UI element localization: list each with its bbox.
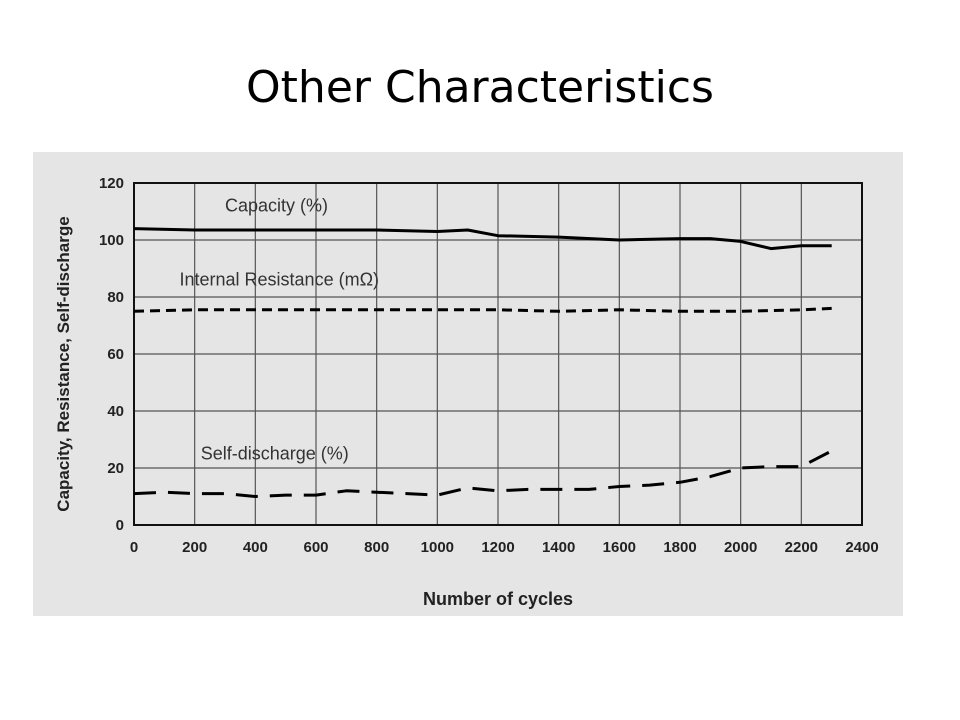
chart-background — [33, 152, 903, 616]
plot-frame — [133, 182, 863, 526]
x-tick-label: 200 — [182, 539, 207, 556]
series-line-1 — [133, 306, 832, 313]
x-axis-label: Number of cycles — [423, 589, 573, 609]
series-label-0: Capacity (%) — [225, 196, 328, 216]
y-tick-label: 120 — [99, 175, 124, 192]
chart: 0 200 400 600 800 1000 1200 1400 1600 1800 2000 220… — [33, 152, 903, 616]
x-tick-label: 1400 — [542, 539, 575, 556]
series-lines — [133, 227, 833, 498]
x-tick-label: 2200 — [785, 539, 818, 556]
series-line-0 — [133, 227, 832, 251]
x-tick-label: 0 — [130, 539, 138, 556]
x-tick-label: 800 — [364, 539, 389, 556]
x-tick-label: 400 — [243, 539, 268, 556]
y-axis-label: Capacity, Resistance, Self-discharge — [54, 216, 73, 511]
tick-labels: 0 200 400 600 800 1000 1200 1400 1600 1800 2000 220… — [99, 175, 879, 556]
x-tick-label: 1600 — [603, 539, 636, 556]
y-tick-label: 80 — [107, 289, 124, 306]
x-tick-label: 2400 — [845, 539, 878, 556]
series-line-2 — [133, 449, 833, 498]
slide-title: Other Characteristics — [246, 62, 714, 113]
x-tick-label: 1800 — [663, 539, 696, 556]
y-tick-label: 60 — [107, 346, 124, 363]
x-tick-label: 1200 — [481, 539, 514, 556]
y-tick-label: 100 — [99, 232, 124, 249]
x-tick-label: 600 — [303, 539, 328, 556]
x-tick-label: 1000 — [421, 539, 454, 556]
y-tick-label: 40 — [107, 403, 124, 420]
grid — [133, 182, 863, 526]
y-tick-label: 20 — [107, 460, 124, 477]
series-label-2: Self-discharge (%) — [201, 443, 349, 463]
x-tick-label: 2000 — [724, 539, 757, 556]
y-tick-label: 0 — [116, 517, 124, 534]
series-labels: Capacity (%) Internal Resistance (mΩ) Self… — [180, 196, 380, 464]
series-label-1: Internal Resistance (mΩ) — [180, 270, 380, 290]
